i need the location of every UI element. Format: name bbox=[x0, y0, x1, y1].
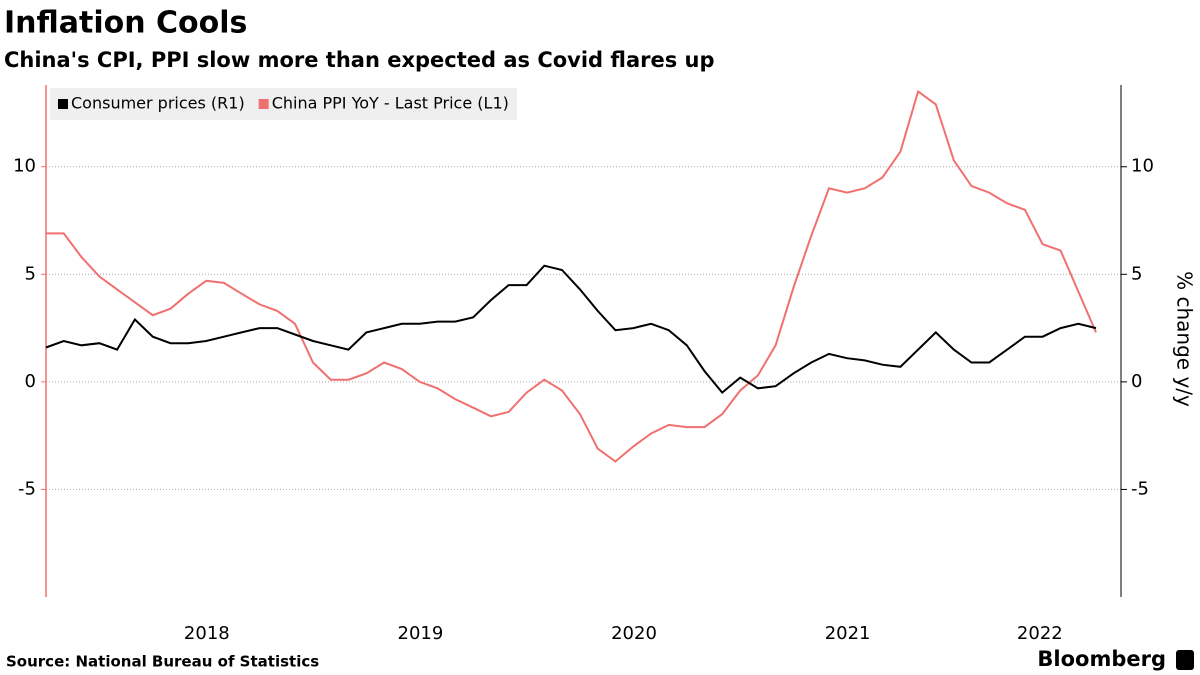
legend-swatch bbox=[58, 99, 68, 109]
y-tick-label: -5 bbox=[18, 478, 36, 499]
legend-label: China PPI YoY - Last Price (L1) bbox=[272, 94, 509, 113]
y2-axis-title: % change y/y bbox=[1173, 271, 1197, 407]
legend-swatch bbox=[258, 99, 269, 109]
y-tick-label: 5 bbox=[25, 263, 36, 284]
chart-title: Inflation Cools bbox=[4, 6, 247, 41]
series-line bbox=[45, 264, 1097, 395]
y2-tick-label: -5 bbox=[1131, 478, 1149, 499]
x-tick-label: 2021 bbox=[825, 623, 871, 644]
x-tick-label: 2018 bbox=[184, 623, 230, 644]
x-tick-label: 2022 bbox=[1017, 623, 1063, 644]
y2-tick-label: 10 bbox=[1131, 156, 1154, 177]
legend-label: Consumer prices (R1) bbox=[71, 94, 245, 113]
y-tick-label: 10 bbox=[13, 156, 36, 177]
source: Source: National Bureau of Statistics bbox=[6, 653, 319, 671]
x-tick-label: 2020 bbox=[611, 623, 657, 644]
series-line bbox=[46, 89, 1097, 463]
brand: Bloomberg bbox=[1037, 647, 1166, 671]
brand-icon bbox=[1176, 650, 1194, 670]
x-tick-label: 2019 bbox=[398, 623, 444, 644]
legend-box bbox=[50, 88, 517, 120]
chart-subtitle: China's CPI, PPI slow more than expected… bbox=[4, 48, 715, 72]
y2-tick-label: 0 bbox=[1131, 371, 1142, 392]
y-tick-label: 0 bbox=[25, 371, 36, 392]
y2-tick-label: 5 bbox=[1131, 263, 1142, 284]
